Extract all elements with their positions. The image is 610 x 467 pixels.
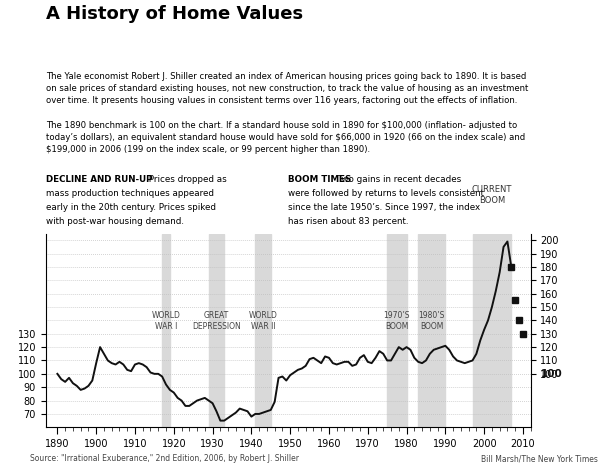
Text: 100: 100 <box>540 369 562 379</box>
Text: DECLINE AND RUN-UP: DECLINE AND RUN-UP <box>46 175 152 184</box>
Text: since the late 1950’s. Since 1997, the index: since the late 1950’s. Since 1997, the i… <box>289 203 480 212</box>
Text: Source: "Irrational Exuberance," 2nd Edition, 2006, by Robert J. Shiller: Source: "Irrational Exuberance," 2nd Edi… <box>30 454 300 463</box>
Bar <box>418 234 445 427</box>
Text: Prices dropped as: Prices dropped as <box>146 175 227 184</box>
Text: BOOM TIMES: BOOM TIMES <box>289 175 351 184</box>
Text: WORLD
WAR I: WORLD WAR I <box>151 311 181 332</box>
Text: early in the 20th century. Prices spiked: early in the 20th century. Prices spiked <box>46 203 216 212</box>
Text: with post-war housing demand.: with post-war housing demand. <box>46 217 184 226</box>
Text: A History of Home Values: A History of Home Values <box>46 5 303 23</box>
Text: 1970’S
BOOM: 1970’S BOOM <box>384 311 410 332</box>
Text: Two gains in recent decades: Two gains in recent decades <box>332 175 461 184</box>
Bar <box>209 234 224 427</box>
Text: GREAT
DEPRESSION: GREAT DEPRESSION <box>192 311 241 332</box>
Text: Bill Marsh/The New York Times: Bill Marsh/The New York Times <box>481 454 598 463</box>
Text: mass production techniques appeared: mass production techniques appeared <box>46 189 213 198</box>
Text: has risen about 83 percent.: has risen about 83 percent. <box>289 217 409 226</box>
Bar <box>162 234 170 427</box>
Bar <box>473 234 511 427</box>
Text: The Yale economist Robert J. Shiller created an index of American housing prices: The Yale economist Robert J. Shiller cre… <box>46 72 528 154</box>
Bar <box>255 234 271 427</box>
Text: 1980’S
BOOM: 1980’S BOOM <box>418 311 445 332</box>
Text: were followed by returns to levels consistent: were followed by returns to levels consi… <box>289 189 484 198</box>
Text: CURRENT
BOOM: CURRENT BOOM <box>472 185 512 205</box>
Bar <box>387 234 406 427</box>
Text: WORLD
WAR II: WORLD WAR II <box>248 311 278 332</box>
